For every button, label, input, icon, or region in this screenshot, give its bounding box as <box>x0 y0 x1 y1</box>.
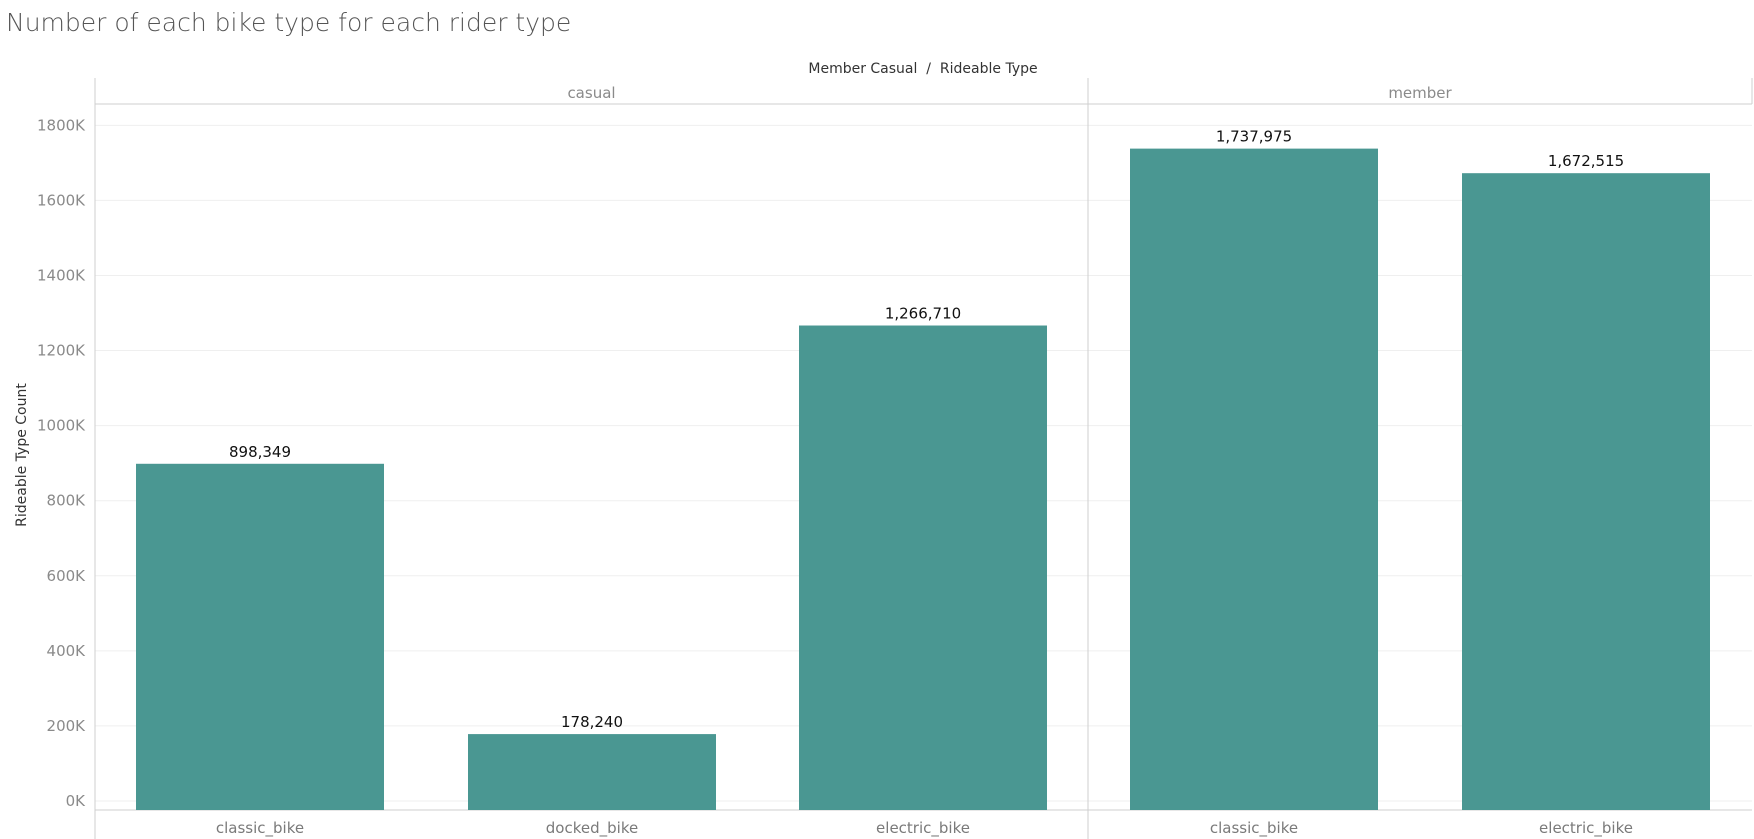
category-label: classic_bike <box>1210 819 1298 838</box>
category-label: electric_bike <box>876 819 970 838</box>
y-tick-label: 1800K <box>37 116 86 134</box>
y-tick-label: 1000K <box>37 417 86 435</box>
bar-casual-electric_bike <box>799 325 1047 810</box>
y-tick-label: 200K <box>47 717 87 735</box>
bar-casual-classic_bike <box>136 463 384 810</box>
data-labels: 898,349 178,240 1,266,710 1,737,975 1,672,51… <box>229 128 1624 731</box>
data-label: 898,349 <box>229 443 291 461</box>
y-tick-label: 1400K <box>37 266 86 284</box>
data-label: 178,240 <box>561 713 623 731</box>
bar-member-electric_bike <box>1462 173 1710 810</box>
bars <box>136 148 1710 810</box>
category-labels: classic_bike docked_bike electric_bike clas… <box>216 819 1633 838</box>
y-tick-label: 600K <box>47 567 87 585</box>
bar-member-classic_bike <box>1130 148 1378 810</box>
y-tick-label: 800K <box>47 492 87 510</box>
y-axis-title: Rideable Type Count <box>14 383 30 527</box>
category-label: electric_bike <box>1539 819 1633 838</box>
y-tick-label: 0K <box>66 792 87 810</box>
y-tick-label: 400K <box>47 642 87 660</box>
data-label: 1,737,975 <box>1216 128 1292 146</box>
y-axis-ticks: 0K 200K 400K 600K 800K 1000K 1200K 1400K 1600K 18… <box>37 116 86 810</box>
data-label: 1,672,515 <box>1548 152 1624 170</box>
y-tick-label: 1600K <box>37 191 86 209</box>
panel-label-casual: casual <box>567 84 615 102</box>
chart-title: Number of each bike type for each rider … <box>6 8 572 37</box>
bar-casual-docked_bike <box>468 734 716 810</box>
category-label: classic_bike <box>216 819 304 838</box>
column-header-label: Member Casual / Rideable Type <box>808 61 1037 77</box>
panel-labels: casual member <box>567 84 1452 102</box>
y-tick-label: 1200K <box>37 342 86 360</box>
panel-label-member: member <box>1388 84 1452 102</box>
category-label: docked_bike <box>546 819 638 838</box>
data-label: 1,266,710 <box>885 305 961 323</box>
